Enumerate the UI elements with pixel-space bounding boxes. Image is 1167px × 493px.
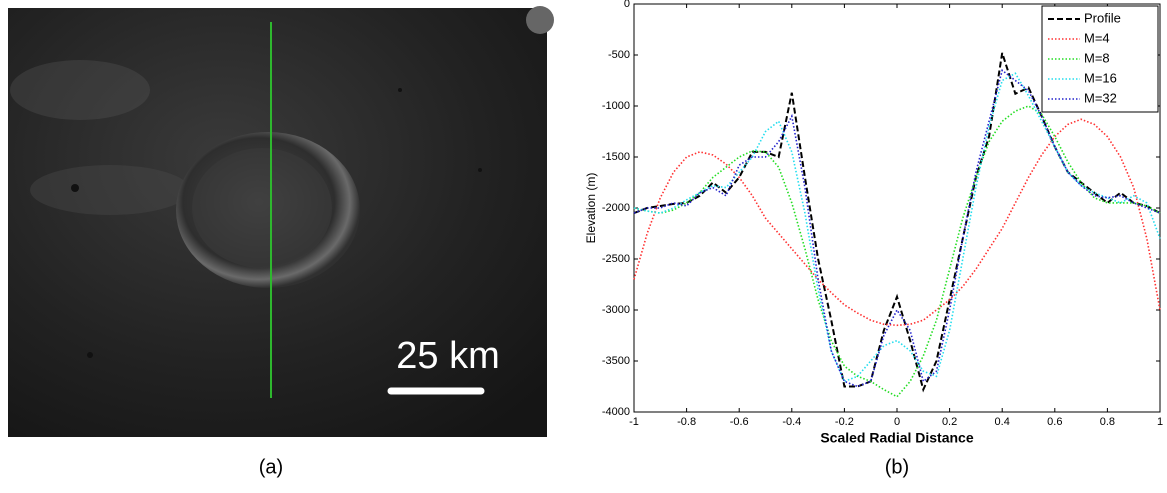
crater-image: 25 km bbox=[8, 6, 554, 437]
x-tick-label: 0.6 bbox=[1047, 416, 1062, 428]
y-tick-label: -3500 bbox=[602, 355, 630, 367]
x-axis-label: Scaled Radial Distance bbox=[820, 430, 974, 446]
y-tick-label: -2500 bbox=[602, 253, 630, 265]
legend-box bbox=[1041, 5, 1159, 113]
x-tick-label: -0.2 bbox=[835, 416, 854, 428]
caption: (a) bbox=[259, 456, 283, 478]
series-line bbox=[633, 105, 1161, 398]
series-line bbox=[633, 118, 1161, 327]
legend-label: M=4 bbox=[1084, 30, 1110, 45]
legend: Profile M=4 M=8 M=16 M=32 bbox=[1041, 5, 1159, 113]
y-tick-label: -1000 bbox=[602, 100, 630, 112]
legend-label: M=32 bbox=[1084, 90, 1117, 105]
x-tick-label: -1 bbox=[629, 416, 639, 428]
x-tick-label: 0.4 bbox=[995, 416, 1010, 428]
x-tick-label: -0.4 bbox=[782, 416, 801, 428]
y-axis-label: Elevation (m) bbox=[584, 173, 598, 244]
x-tick-label: 0.8 bbox=[1100, 416, 1115, 428]
x-tick-label: -0.8 bbox=[677, 416, 696, 428]
y-tick-label: -500 bbox=[608, 49, 630, 61]
y-tick-label: -2000 bbox=[602, 202, 630, 214]
x-tick-label: -0.6 bbox=[730, 416, 749, 428]
scale-label: 25 km bbox=[396, 335, 499, 377]
series-line bbox=[633, 72, 1161, 383]
legend-label: M=16 bbox=[1084, 70, 1117, 85]
x-tick-label: 0.2 bbox=[942, 416, 957, 428]
y-tick-label: -4000 bbox=[602, 406, 630, 418]
legend-label: Profile bbox=[1084, 10, 1121, 25]
legend-label: M=8 bbox=[1084, 50, 1110, 65]
y-tick-label: 0 bbox=[624, 0, 630, 10]
x-tick-label: 0 bbox=[894, 416, 900, 428]
y-tick-label: -1500 bbox=[602, 151, 630, 163]
y-tick-label: -3000 bbox=[602, 304, 630, 316]
x-tick-label: 1 bbox=[1157, 416, 1163, 428]
caption: (b) bbox=[885, 456, 909, 478]
